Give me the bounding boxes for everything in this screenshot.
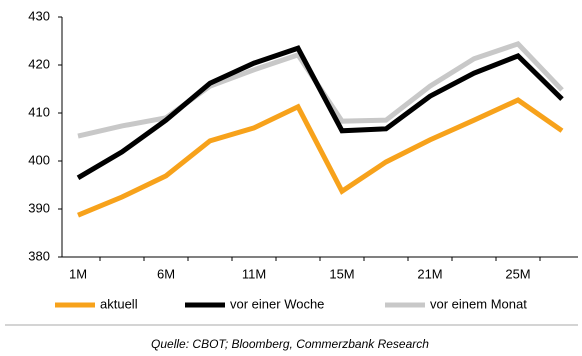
y-tick-label: 380	[28, 248, 50, 263]
legend-label: vor einer Woche	[230, 296, 324, 311]
x-tick-label: 1M	[69, 266, 87, 281]
series-line	[77, 97, 564, 218]
y-tick-label: 390	[28, 200, 50, 215]
x-tick-label: 25M	[505, 266, 530, 281]
legend-label: vor einem Monat	[430, 296, 527, 311]
source: Quelle: CBOT; Bloomberg, Commerzbank Res…	[151, 337, 429, 351]
y-tick-label: 430	[28, 8, 50, 23]
y-tick-label: 410	[28, 104, 50, 119]
y-tick-label: 400	[28, 152, 50, 167]
legend-label: aktuell	[100, 296, 138, 311]
x-tick-label: 21M	[417, 266, 442, 281]
x-tick-label: 11M	[242, 266, 266, 281]
y-tick-label: 420	[28, 56, 50, 71]
x-tick-label: 6M	[157, 266, 175, 281]
x-tick-label: 15M	[329, 266, 354, 281]
series-line	[76, 45, 564, 180]
